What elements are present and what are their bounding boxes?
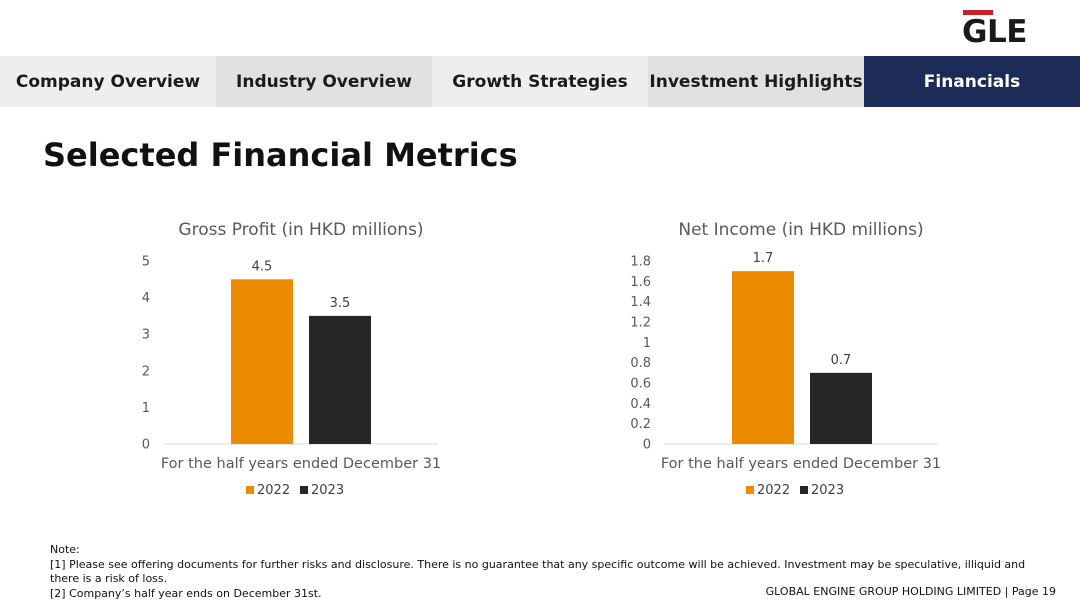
company-logo: GLE xyxy=(962,10,1042,50)
tab-financials[interactable]: Financials xyxy=(864,56,1080,107)
x-axis-label: For the half years ended December 31 xyxy=(661,456,941,472)
data-label-2023: 3.5 xyxy=(330,296,351,311)
x-axis-label: For the half years ended December 31 xyxy=(161,456,441,472)
y-tick-label: 0.2 xyxy=(630,417,651,432)
y-tick-label: 1 xyxy=(643,336,651,351)
y-tick-label: 0 xyxy=(142,438,150,453)
note-heading: Note: xyxy=(50,543,80,556)
legend-label-2023: 2023 xyxy=(311,483,344,498)
note-line-1: [1] Please see offering documents for fu… xyxy=(50,557,1026,586)
y-tick-label: 5 xyxy=(142,255,150,270)
page-footer: GLOBAL ENGINE GROUP HOLDING LIMITED | Pa… xyxy=(765,585,1056,598)
y-tick-label: 1 xyxy=(142,401,150,416)
logo-accent-bar xyxy=(963,10,993,15)
legend-label-2022: 2022 xyxy=(257,483,290,498)
y-tick-label: 1.4 xyxy=(630,295,651,310)
page-title: Selected Financial Metrics xyxy=(43,136,518,174)
legend-label-2022: 2022 xyxy=(757,483,790,498)
legend-swatch-2022 xyxy=(246,486,254,494)
tab-company-overview[interactable]: Company Overview xyxy=(0,56,216,107)
legend-swatch-2022 xyxy=(746,486,754,494)
y-tick-label: 1.6 xyxy=(630,275,651,290)
bar-2022 xyxy=(231,279,293,444)
y-tick-label: 1.2 xyxy=(630,316,651,331)
y-tick-label: 0 xyxy=(643,438,651,453)
section-nav: Company Overview Industry Overview Growt… xyxy=(0,56,1080,107)
data-label-2022: 1.7 xyxy=(753,251,774,266)
y-tick-label: 0.8 xyxy=(630,356,651,371)
data-label-2022: 4.5 xyxy=(252,259,273,274)
y-tick-label: 2 xyxy=(142,364,150,379)
legend-swatch-2023 xyxy=(800,486,808,494)
gross-profit-chart: Gross Profit (in HKD millions) 0 1 2 3 4 5 4.5 3… xyxy=(142,220,441,498)
chart-title: Net Income (in HKD millions) xyxy=(678,220,923,240)
data-label-2023: 0.7 xyxy=(831,353,852,368)
y-tick-label: 4 xyxy=(142,291,150,306)
note-line-2: [2] Company’s half year ends on December… xyxy=(50,586,322,600)
bar-2023 xyxy=(309,315,371,444)
bar-2022 xyxy=(732,271,794,444)
net-income-chart: Net Income (in HKD millions) 0 0.2 0.4 0.6 0.… xyxy=(630,220,941,498)
y-tick-label: 0.6 xyxy=(630,377,651,392)
y-tick-label: 1.8 xyxy=(630,255,651,270)
y-tick-label: 0.4 xyxy=(630,397,651,412)
notes: Note: [1] Please see offering documents … xyxy=(50,543,1050,601)
y-tick-label: 3 xyxy=(142,328,150,343)
tab-industry-overview[interactable]: Industry Overview xyxy=(216,56,432,107)
chart-title: Gross Profit (in HKD millions) xyxy=(178,220,423,240)
tab-investment-highlights[interactable]: Investment Highlights xyxy=(648,56,864,107)
bar-2023 xyxy=(810,372,872,444)
logo-text: GLE xyxy=(962,14,1027,50)
legend-label-2023: 2023 xyxy=(811,483,844,498)
legend-swatch-2023 xyxy=(300,486,308,494)
tab-growth-strategies[interactable]: Growth Strategies xyxy=(432,56,648,107)
